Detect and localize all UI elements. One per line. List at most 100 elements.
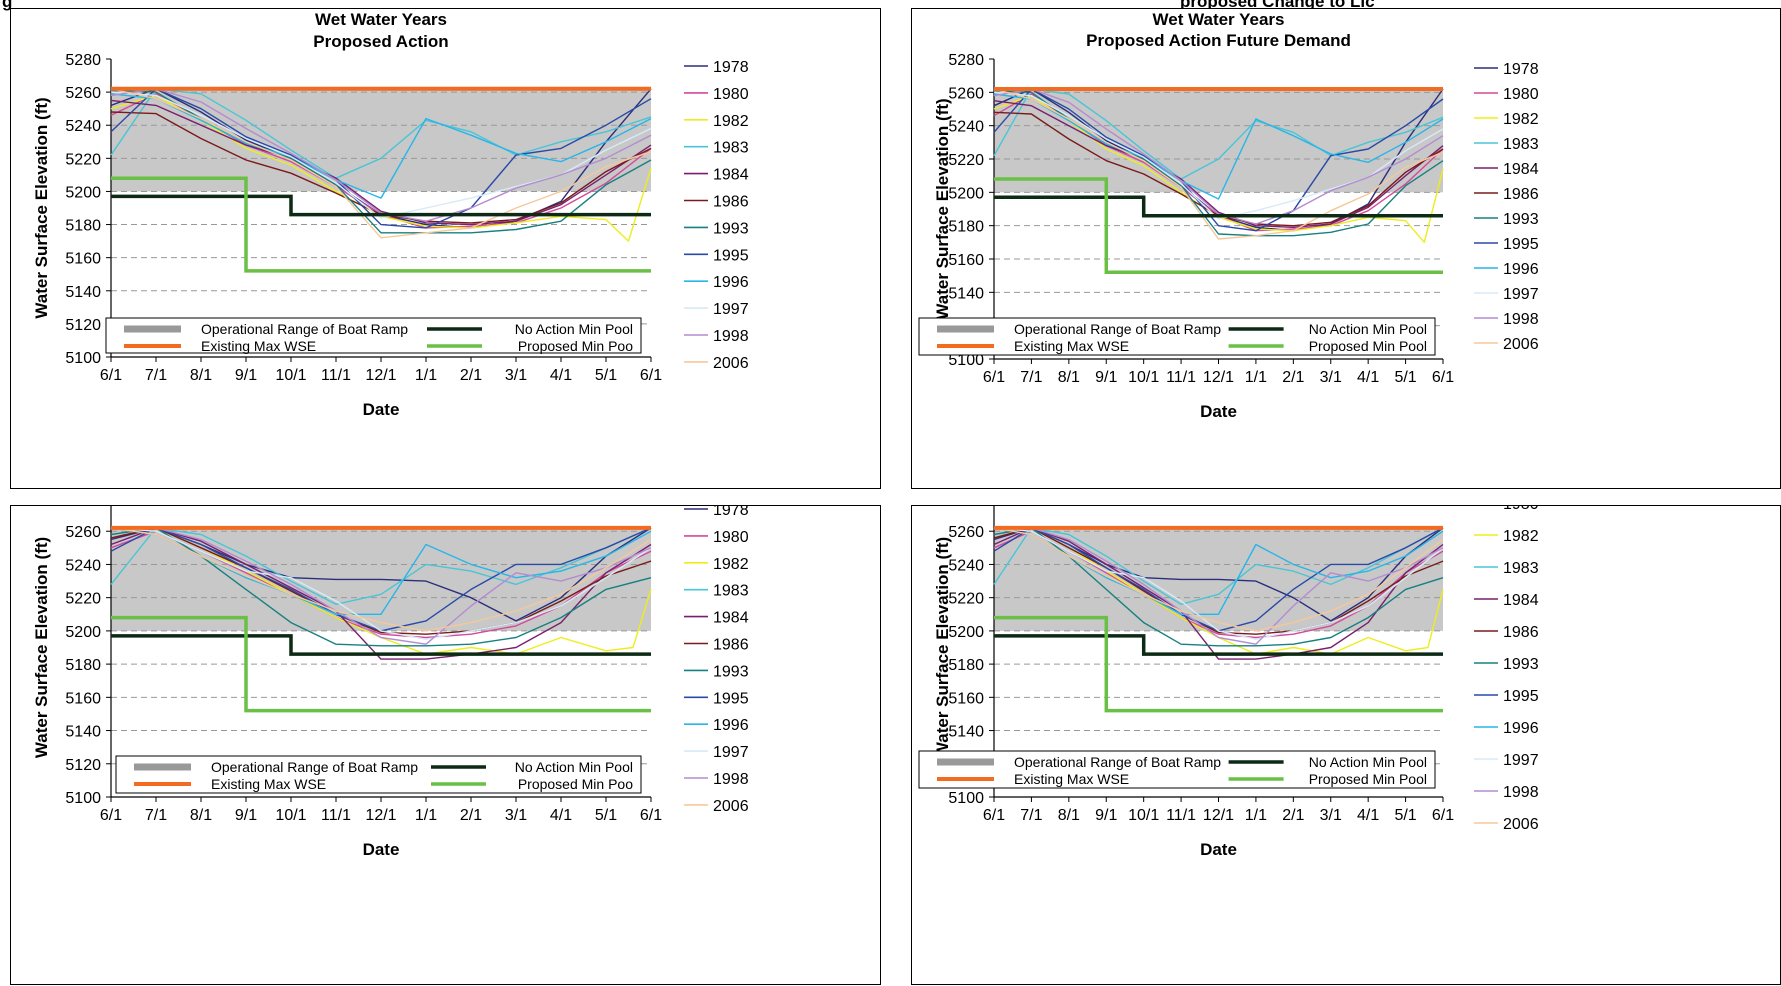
- x-axis-label: Date: [1200, 840, 1237, 859]
- x-tick-label: 12/1: [1203, 369, 1234, 386]
- proposed-min-pool-line: [994, 615, 1443, 713]
- series-line-1997: [110, 527, 652, 640]
- year-legend-label-1998: 1998: [1503, 784, 1539, 801]
- x-tick-label: 1/1: [1245, 369, 1267, 386]
- year-legend-label-1982: 1982: [713, 113, 749, 130]
- x-tick-label: 11/1: [1166, 369, 1196, 386]
- no-action-min-pool-line: [111, 194, 651, 217]
- series-line-1984: [993, 527, 1444, 660]
- x-tick-label: 9/1: [235, 807, 257, 824]
- x-tick-label: 10/1: [1128, 807, 1159, 824]
- legend-label-boat-ramp: Operational Range of Boat Ramp: [1014, 754, 1221, 770]
- y-tick-label: 5240: [948, 119, 984, 136]
- year-legend-label-1978: 1978: [713, 506, 749, 519]
- chart-subtitle: Proposed Action: [313, 32, 448, 51]
- y-tick-label: 5240: [948, 557, 984, 574]
- y-tick-label: 5280: [948, 506, 984, 508]
- y-tick-label: 5140: [65, 724, 101, 741]
- y-tick-label: 5140: [948, 285, 984, 302]
- x-tick-label: 6/1: [1432, 369, 1454, 386]
- year-legend-label-1995: 1995: [713, 247, 749, 264]
- series-line-2006: [110, 88, 652, 239]
- x-tick-label: 1/1: [415, 807, 437, 824]
- x-tick-label: 5/1: [1394, 369, 1416, 386]
- legend-label-boat-ramp: Operational Range of Boat Ramp: [1014, 321, 1221, 337]
- year-legend-label-1995: 1995: [1503, 236, 1539, 253]
- x-tick-label: 11/1: [321, 807, 351, 824]
- series-line-1982: [993, 94, 1444, 244]
- x-tick-label: 9/1: [1095, 807, 1117, 824]
- year-legend-label-1984: 1984: [713, 610, 749, 627]
- x-tick-label: 7/1: [145, 367, 167, 384]
- legend-label-boat-ramp: Operational Range of Boat Ramp: [211, 759, 418, 775]
- legend-label-boat-ramp: Operational Range of Boat Ramp: [201, 321, 408, 337]
- y-tick-label: 5180: [65, 657, 101, 674]
- y-tick-label: 5140: [65, 284, 101, 301]
- y-tick-label: 5100: [65, 350, 101, 367]
- y-tick-label: 5240: [65, 118, 101, 135]
- y-axis-label: Water Surface Elevation (ft): [933, 98, 952, 319]
- year-legend-label-1980: 1980: [1503, 86, 1539, 103]
- legend-label-proposed-min: Proposed Min Poo: [518, 338, 633, 354]
- y-tick-label: 5180: [948, 657, 984, 674]
- legend-box: [918, 750, 1436, 789]
- y-axis-label: Water Surface Elevation (ft): [32, 537, 51, 758]
- legend-box: [105, 317, 642, 354]
- legend-box: [115, 755, 642, 794]
- y-tick-label: 5120: [65, 757, 101, 774]
- series-line-1995: [110, 88, 652, 229]
- year-legend-label-1986: 1986: [713, 194, 749, 211]
- x-tick-label: 2/1: [1282, 369, 1304, 386]
- boat-ramp-range-band: [994, 89, 1443, 193]
- y-tick-label: 5100: [948, 790, 984, 807]
- x-tick-label: 5/1: [1394, 807, 1416, 824]
- legend-label-max-wse: Existing Max WSE: [1014, 771, 1129, 787]
- x-tick-label: 3/1: [1320, 807, 1342, 824]
- y-tick-label: 5160: [948, 252, 984, 269]
- year-legend-label-1980: 1980: [713, 86, 749, 103]
- chart-svg: 5100512051405160518052005220524052605280…: [918, 10, 1539, 421]
- year-legend-label-1996: 1996: [713, 274, 749, 291]
- year-legend-label-1980: 1980: [1503, 506, 1539, 513]
- x-tick-label: 5/1: [595, 807, 617, 824]
- x-tick-label: 7/1: [1020, 807, 1042, 824]
- figure-partial-caption-left: g: [2, 0, 13, 11]
- proposed-min-pool-line: [994, 177, 1443, 275]
- x-tick-label: 8/1: [1058, 807, 1080, 824]
- series-line-1984: [110, 527, 652, 660]
- x-tick-label: 2/1: [460, 807, 482, 824]
- year-legend-label-1982: 1982: [713, 556, 749, 573]
- year-legend-label-1993: 1993: [1503, 211, 1539, 228]
- chart-svg: 5100512051405160518052005220524052605280…: [32, 10, 749, 419]
- x-tick-label: 9/1: [1095, 369, 1117, 386]
- figure-partial-caption-right: proposed Change to Lic: [1180, 0, 1375, 11]
- x-tick-label: 6/1: [1432, 807, 1454, 824]
- series-line-1983: [110, 88, 652, 179]
- year-legend-label-2006: 2006: [713, 355, 749, 372]
- year-legend-label-1995: 1995: [1503, 688, 1539, 705]
- y-tick-label: 5280: [65, 52, 101, 69]
- series-line-2006: [993, 88, 1444, 240]
- x-tick-label: 12/1: [365, 807, 396, 824]
- year-legend-label-2006: 2006: [1503, 336, 1539, 353]
- no-action-min-pool-line: [111, 634, 651, 656]
- x-tick-label: 10/1: [275, 367, 306, 384]
- y-tick-label: 5160: [65, 251, 101, 268]
- x-tick-label: 3/1: [505, 367, 527, 384]
- chart-title: Wet Water Years: [1153, 10, 1285, 29]
- legend-label-no-action: No Action Min Pool: [515, 759, 633, 775]
- year-legend-label-1997: 1997: [1503, 752, 1539, 769]
- x-tick-label: 12/1: [1203, 807, 1234, 824]
- chart-subtitle: Proposed Action Future Demand: [1086, 31, 1351, 50]
- x-axis-label: Date: [1200, 402, 1237, 421]
- proposed-min-pool-line: [111, 615, 651, 713]
- x-tick-label: 9/1: [235, 367, 257, 384]
- x-tick-label: 8/1: [1058, 369, 1080, 386]
- year-legend-label-1986: 1986: [1503, 624, 1539, 641]
- x-tick-label: 4/1: [1357, 369, 1379, 386]
- year-legend-label-1996: 1996: [1503, 261, 1539, 278]
- x-tick-label: 6/1: [983, 369, 1005, 386]
- year-legend-label-1984: 1984: [1503, 161, 1539, 178]
- chart-panel-no-action: 5100 5120 5140 5160 5180 5200 5220 5240 5260 5280…: [10, 505, 881, 985]
- year-legend-label-1984: 1984: [1503, 592, 1539, 609]
